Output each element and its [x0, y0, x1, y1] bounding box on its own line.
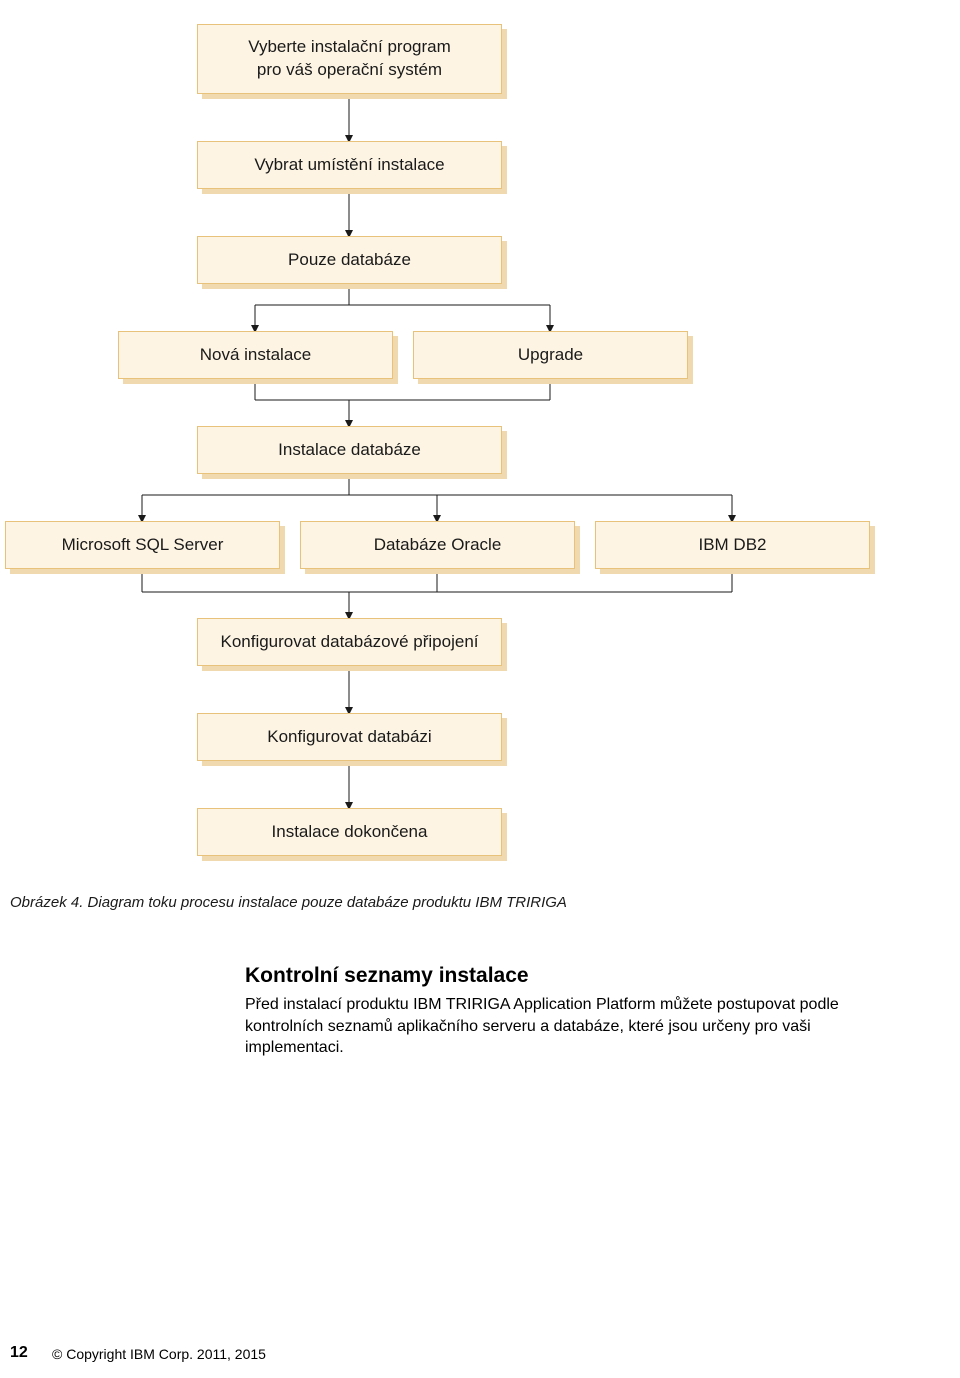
flow-step-db-only: Pouze databáze [197, 236, 502, 284]
flow-step-ibmdb2: IBM DB2 [595, 521, 870, 569]
flow-step-select-location: Vybrat umístění instalace [197, 141, 502, 189]
page-number: 12 [10, 1344, 28, 1362]
copyright-text: © Copyright IBM Corp. 2011, 2015 [52, 1346, 266, 1362]
flow-step-upgrade: Upgrade [413, 331, 688, 379]
flow-step-select-installer: Vyberte instalační programpro váš operač… [197, 24, 502, 94]
flow-step-oracle: Databáze Oracle [300, 521, 575, 569]
figure-caption: Obrázek 4. Diagram toku procesu instalac… [10, 894, 567, 911]
flow-step-configure-connection: Konfigurovat databázové připojení [197, 618, 502, 666]
flow-step-label: Pouze databáze [288, 249, 411, 272]
section-body: Před instalací produktu IBM TRIRIGA Appl… [245, 994, 905, 1059]
section-heading: Kontrolní seznamy instalace [245, 964, 529, 988]
flow-step-label: Vyberte instalační programpro váš operač… [248, 36, 451, 82]
flow-step-install-db: Instalace databáze [197, 426, 502, 474]
flow-step-label: Vybrat umístění instalace [254, 154, 444, 177]
flow-step-label: Instalace databáze [278, 439, 421, 462]
flow-step-complete: Instalace dokončena [197, 808, 502, 856]
flow-step-label: Microsoft SQL Server [62, 534, 224, 557]
flow-step-label: Konfigurovat databázové připojení [220, 631, 478, 654]
flow-step-label: Instalace dokončena [272, 821, 428, 844]
flow-step-label: Upgrade [518, 344, 583, 367]
flow-step-label: IBM DB2 [698, 534, 766, 557]
flow-step-label: Konfigurovat databázi [267, 726, 431, 749]
flow-step-mssql: Microsoft SQL Server [5, 521, 280, 569]
flow-step-label: Nová instalace [200, 344, 312, 367]
flow-step-configure-db: Konfigurovat databázi [197, 713, 502, 761]
flow-step-new-install: Nová instalace [118, 331, 393, 379]
flow-step-label: Databáze Oracle [374, 534, 502, 557]
page: Vyberte instalační programpro váš operač… [0, 0, 960, 1378]
